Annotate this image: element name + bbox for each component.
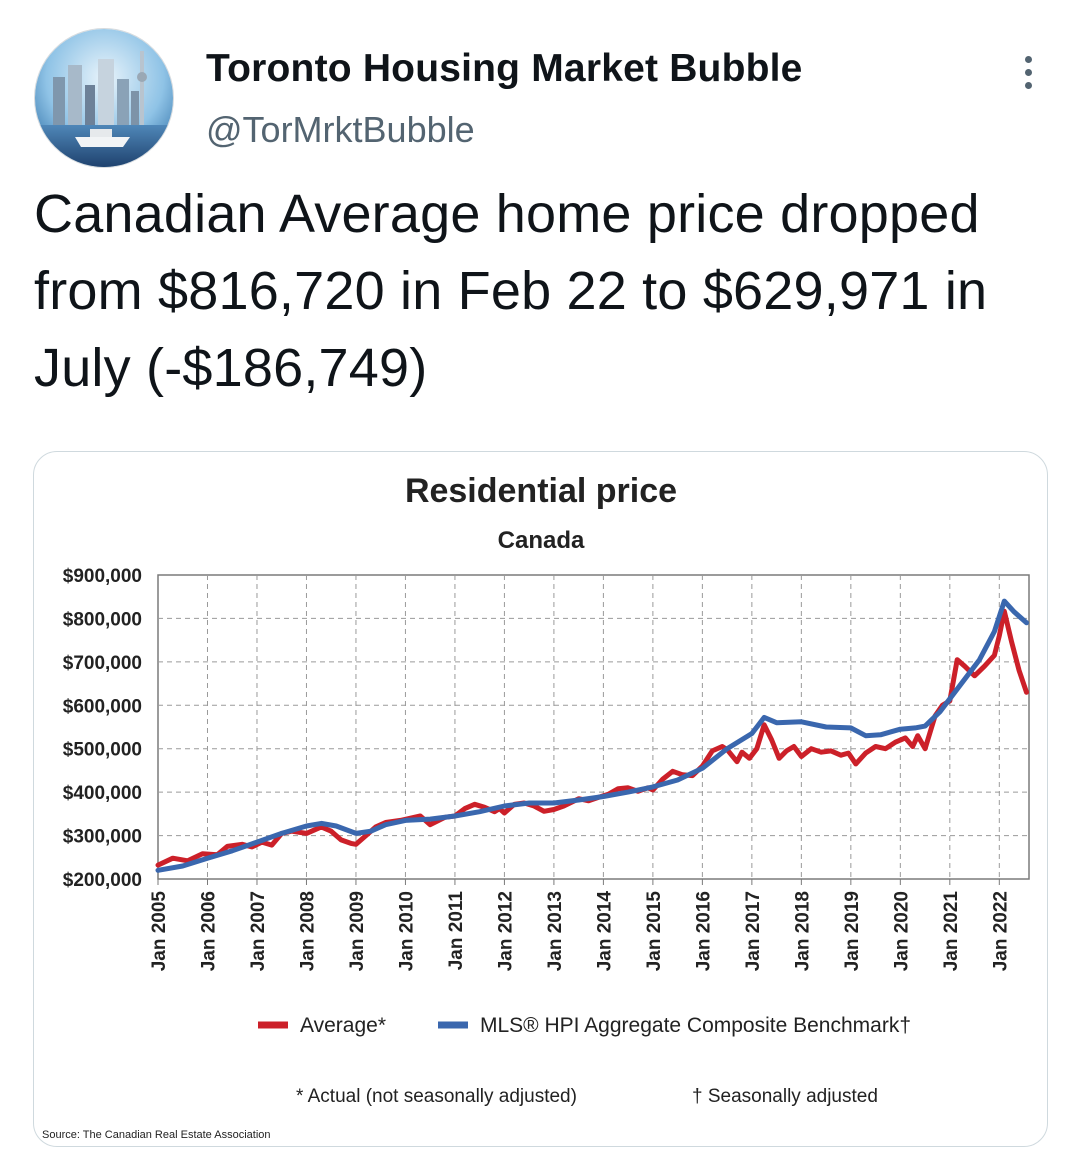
x-tick-label: Jan 2011 <box>446 891 467 971</box>
chart-source: Source: The Canadian Real Estate Associa… <box>42 1129 271 1141</box>
x-tick-label: Jan 2021 <box>941 891 962 972</box>
more-options-icon[interactable] <box>1010 50 1046 94</box>
footnote-seasonally-adjusted: † Seasonally adjusted <box>692 1086 878 1107</box>
dot <box>1024 81 1032 89</box>
y-tick-label: $600,000 <box>63 696 142 717</box>
x-tick-label: Jan 2005 <box>149 891 170 972</box>
footnote-not-seasonally-adjusted: * Actual (not seasonally adjusted) <box>296 1086 577 1107</box>
x-tick-label: Jan 2015 <box>644 891 665 972</box>
legend-label: MLS® HPI Aggregate Composite Benchmark† <box>480 1014 911 1037</box>
y-tick-label: $500,000 <box>63 740 142 761</box>
y-tick-label: $400,000 <box>63 783 142 804</box>
x-tick-label: Jan 2009 <box>347 891 368 971</box>
y-tick-label: $300,000 <box>63 827 142 848</box>
display-name[interactable]: Toronto Housing Market Bubble <box>206 47 803 90</box>
y-tick-label: $200,000 <box>63 870 142 891</box>
author-block: Toronto Housing Market Bubble @TorMrktBu… <box>206 46 803 152</box>
avatar[interactable] <box>34 28 174 168</box>
y-tick-label: $800,000 <box>63 609 142 630</box>
y-tick-label: $900,000 <box>63 566 142 587</box>
x-tick-label: Jan 2018 <box>792 891 813 971</box>
y-tick-label: $700,000 <box>63 653 142 674</box>
dot <box>1024 55 1032 63</box>
x-tick-label: Jan 2019 <box>842 891 863 971</box>
user-handle[interactable]: @TorMrktBubble <box>206 109 475 150</box>
chart-subtitle: Canada <box>498 527 585 554</box>
x-tick-label: Jan 2014 <box>594 891 615 972</box>
x-tick-label: Jan 2012 <box>495 891 516 971</box>
tweet-media-chart[interactable]: Residential price Canada $900,000 $800,000 $… <box>33 451 1048 1147</box>
x-tick-label: Jan 2022 <box>990 891 1011 971</box>
legend-label: Average* <box>300 1014 386 1037</box>
avatar-image <box>35 29 173 167</box>
x-tick-label: Jan 2006 <box>198 891 219 971</box>
x-tick-label: Jan 2016 <box>693 891 714 971</box>
series-benchmark-line <box>155 598 1029 873</box>
tweet-text: Canadian Average home price dropped from… <box>34 184 988 398</box>
x-tick-label: Jan 2007 <box>248 891 269 971</box>
x-tick-label: Jan 2017 <box>743 891 764 971</box>
tweet-header: Toronto Housing Market Bubble @TorMrktBu… <box>34 28 1046 168</box>
x-tick-label: Jan 2013 <box>545 891 566 971</box>
x-tick-label: Jan 2008 <box>297 891 318 971</box>
x-tick-label: Jan 2010 <box>396 891 417 971</box>
chart-title: Residential price <box>405 472 677 510</box>
x-tick-label: Jan 2020 <box>891 891 912 971</box>
dot <box>1024 68 1032 76</box>
chart-svg: Residential price Canada $900,000 $800,000 $… <box>42 472 1030 1141</box>
